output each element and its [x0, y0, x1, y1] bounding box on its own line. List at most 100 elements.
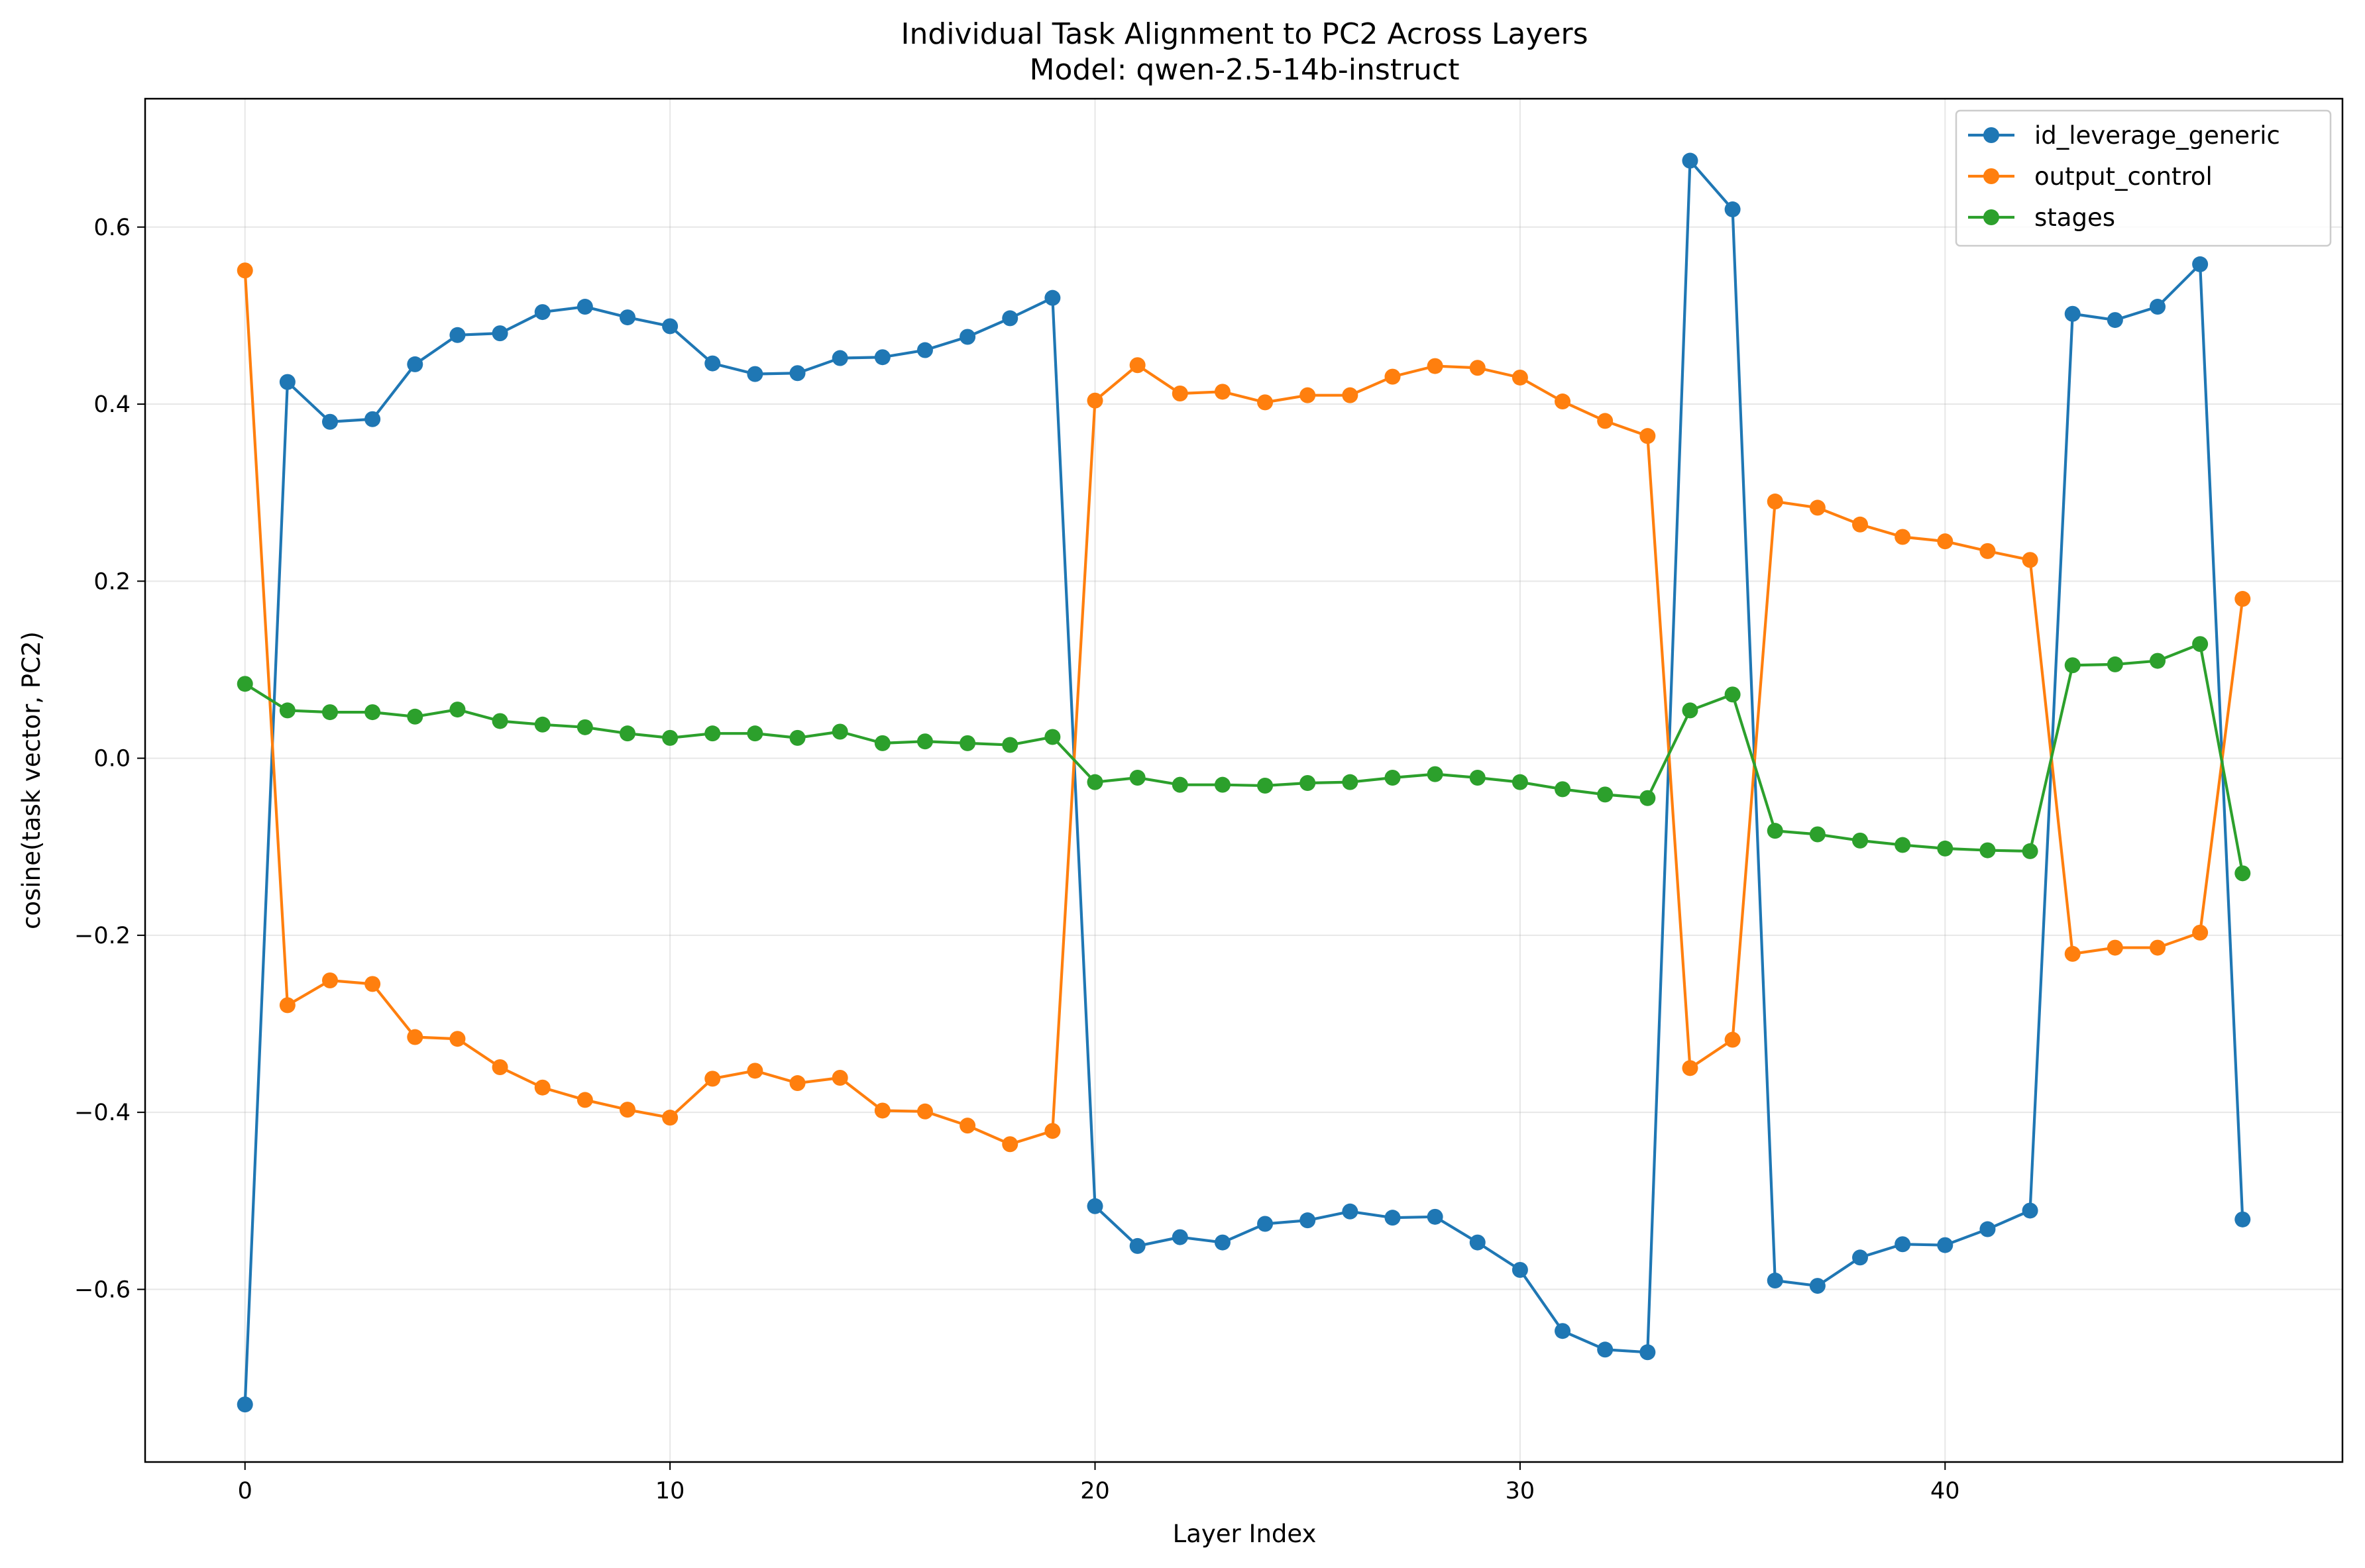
data-point	[1724, 1031, 1741, 1048]
data-point	[1427, 1208, 1443, 1225]
data-point	[832, 350, 848, 366]
data-point	[874, 1102, 891, 1119]
x-axis-label: Layer Index	[1173, 1520, 1317, 1548]
data-point	[1597, 1341, 1614, 1358]
data-point	[662, 729, 679, 746]
data-point	[1597, 786, 1614, 803]
data-point	[1384, 1210, 1401, 1226]
data-point	[279, 997, 296, 1014]
x-tick-label: 10	[655, 1478, 685, 1504]
data-point	[1044, 1123, 1061, 1139]
data-point	[789, 729, 806, 746]
data-point	[449, 327, 466, 343]
data-point	[1172, 386, 1188, 402]
y-axis-label: cosine(task vector, PC2)	[17, 631, 46, 929]
data-point	[1172, 776, 1188, 793]
data-point	[1342, 1203, 1358, 1220]
y-tick-label: −0.2	[74, 923, 131, 949]
data-point	[1087, 774, 1103, 790]
data-point	[747, 366, 763, 382]
data-point	[1555, 1323, 1571, 1339]
data-point	[1129, 769, 1146, 786]
data-point	[2022, 1202, 2038, 1219]
data-point	[1895, 1236, 1911, 1253]
legend-box	[1955, 109, 2332, 247]
data-point	[2149, 939, 2166, 956]
data-point	[1767, 1273, 1783, 1289]
data-point	[1469, 360, 1486, 376]
x-tick-label: 0	[238, 1478, 252, 1504]
data-point	[577, 719, 593, 735]
data-point	[1852, 832, 1869, 849]
data-point	[1555, 781, 1571, 798]
data-point	[832, 1070, 848, 1086]
data-point	[2192, 256, 2209, 272]
data-point	[2107, 939, 2123, 956]
data-point	[1852, 516, 1869, 533]
data-point	[1597, 413, 1614, 429]
data-point	[1724, 201, 1741, 218]
data-point	[1767, 494, 1783, 510]
data-point	[1427, 766, 1443, 782]
data-point	[619, 725, 635, 742]
data-point	[1512, 369, 1528, 386]
data-point	[960, 329, 976, 345]
data-point	[449, 702, 466, 718]
data-point	[2064, 305, 2081, 322]
data-point	[2022, 552, 2038, 568]
data-point	[2234, 591, 2251, 607]
data-point	[1257, 1216, 1274, 1232]
data-point	[1214, 1234, 1231, 1251]
data-point	[619, 309, 635, 326]
legend-item: stages	[1968, 203, 2115, 232]
data-point	[364, 411, 381, 427]
legend-item: output_control	[1968, 162, 2213, 191]
data-point	[1044, 289, 1061, 306]
data-point	[322, 972, 339, 989]
data-point	[704, 355, 721, 372]
y-tick-label: 0.4	[93, 392, 131, 418]
data-point	[1044, 729, 1061, 745]
data-point	[1129, 357, 1146, 374]
legend-marker	[1983, 209, 1999, 225]
data-point	[747, 1063, 763, 1079]
data-point	[1129, 1237, 1146, 1254]
x-axis-ticks: 0 10 20 30 40	[238, 1462, 1960, 1504]
data-point	[237, 676, 253, 692]
data-point	[619, 1102, 635, 1118]
data-point	[1257, 778, 1274, 794]
data-point	[1767, 823, 1783, 839]
data-point	[364, 704, 381, 721]
data-point	[1342, 387, 1358, 403]
data-point	[237, 262, 253, 279]
data-point	[1512, 774, 1528, 790]
data-point	[747, 725, 763, 742]
data-point	[534, 304, 551, 321]
data-point	[1342, 774, 1358, 790]
x-tick-label: 30	[1506, 1478, 1535, 1504]
data-point	[577, 299, 593, 315]
data-point	[1469, 1234, 1486, 1251]
data-point	[1172, 1229, 1188, 1245]
data-point	[1087, 1198, 1103, 1214]
data-point	[2022, 843, 2038, 859]
legend-label: output_control	[2034, 162, 2213, 191]
data-point	[662, 1110, 679, 1126]
legend-marker	[1983, 127, 1999, 143]
data-point	[1937, 533, 1953, 550]
data-point	[1299, 387, 1316, 403]
data-point	[364, 976, 381, 992]
data-point	[1809, 1278, 1826, 1294]
data-point	[1257, 394, 1274, 411]
data-point	[492, 325, 508, 342]
y-axis-ticks: −0.6 −0.4 −0.2 0.0 0.2 0.4 0.6	[74, 215, 145, 1303]
data-point	[832, 723, 848, 740]
data-point	[1469, 769, 1486, 786]
y-tick-label: 0.6	[93, 215, 131, 241]
data-point	[407, 1029, 423, 1045]
plot-area-frame	[144, 97, 2344, 1463]
legend-label: id_leverage_generic	[2034, 121, 2280, 150]
data-point	[1724, 686, 1741, 703]
